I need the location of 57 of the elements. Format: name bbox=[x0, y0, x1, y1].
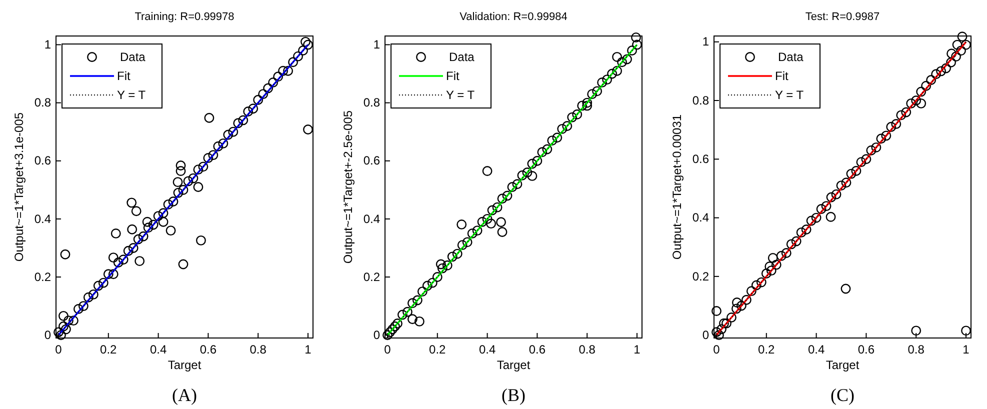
y-tick-label: 0.2 bbox=[363, 270, 380, 284]
y-tick-label: 0.6 bbox=[363, 154, 380, 168]
y-tick-label: 1 bbox=[702, 34, 710, 49]
y-tick-label: 0.2 bbox=[692, 269, 710, 284]
x-tick-label: 0 bbox=[384, 342, 392, 357]
text: (A) bbox=[172, 385, 197, 405]
x-tick-label: 0.6 bbox=[528, 342, 546, 357]
legend-label: Data bbox=[778, 50, 804, 64]
text: (B) bbox=[502, 385, 526, 405]
y-axis-title: Output~=1*Target+-2.5e-005 bbox=[341, 110, 355, 264]
y-tick-label: 0.8 bbox=[363, 96, 380, 110]
x-tick-label: 0.4 bbox=[808, 342, 825, 357]
y-tick-label: 0.4 bbox=[34, 212, 52, 226]
legend-label: Y = T bbox=[117, 88, 146, 102]
y-tick-label: 1 bbox=[44, 38, 52, 52]
legend-label: Data bbox=[120, 50, 146, 64]
y-axis-title: Output~=1*Target+3.1e-005 bbox=[12, 112, 26, 262]
x-axis-title: Target bbox=[168, 358, 202, 372]
legend-label: Data bbox=[449, 50, 475, 64]
legend-label: Fit bbox=[775, 69, 789, 83]
legend-label: Fit bbox=[117, 69, 131, 83]
y-tick-label: 0.6 bbox=[34, 154, 52, 168]
x-tick-label: 0.2 bbox=[100, 342, 118, 357]
y-tick-label: 0 bbox=[373, 328, 380, 342]
legend-label: Y = T bbox=[446, 88, 476, 102]
y-tick-label: 0.2 bbox=[34, 270, 52, 284]
x-tick-label: 0 bbox=[713, 342, 720, 357]
chart-title: Training: R=0.99978 bbox=[134, 11, 234, 23]
x-tick-label: 1 bbox=[962, 342, 970, 357]
text: (C) bbox=[830, 385, 854, 405]
x-tick-label: 1 bbox=[634, 342, 641, 357]
y-axis-title: Output~=1*Target+0.00031 bbox=[670, 114, 684, 260]
x-tick-label: 0.8 bbox=[908, 342, 925, 357]
chart-title: Test: R=0.9987 bbox=[805, 11, 880, 23]
x-axis-title: Target bbox=[496, 358, 531, 372]
chart-title: Validation: R=0.99984 bbox=[460, 11, 568, 23]
y-tick-label: 0.4 bbox=[692, 210, 710, 225]
legend-label: Y = T bbox=[775, 88, 804, 102]
x-axis-title: Target bbox=[826, 358, 860, 372]
x-tick-label: 0.2 bbox=[429, 342, 446, 357]
y-tick-label: 0.8 bbox=[692, 93, 710, 108]
x-tick-label: 1 bbox=[304, 342, 312, 357]
x-tick-label: 0.6 bbox=[200, 342, 217, 357]
legend-label: Fit bbox=[446, 69, 460, 83]
y-tick-label: 1 bbox=[373, 38, 380, 52]
y-tick-label: 0 bbox=[44, 328, 52, 342]
y-tick-label: 0.6 bbox=[692, 152, 710, 166]
y-tick-label: 0 bbox=[702, 328, 710, 342]
x-tick-label: 0.2 bbox=[758, 342, 776, 357]
x-tick-label: 0.8 bbox=[250, 342, 267, 357]
x-tick-label: 0.4 bbox=[150, 342, 167, 357]
x-tick-label: 0.6 bbox=[858, 342, 875, 357]
y-tick-label: 0.8 bbox=[34, 96, 52, 110]
x-tick-label: 0.8 bbox=[578, 342, 596, 357]
x-tick-label: 0 bbox=[55, 342, 62, 357]
x-tick-label: 0.4 bbox=[478, 342, 496, 357]
y-tick-label: 0.4 bbox=[363, 212, 380, 226]
